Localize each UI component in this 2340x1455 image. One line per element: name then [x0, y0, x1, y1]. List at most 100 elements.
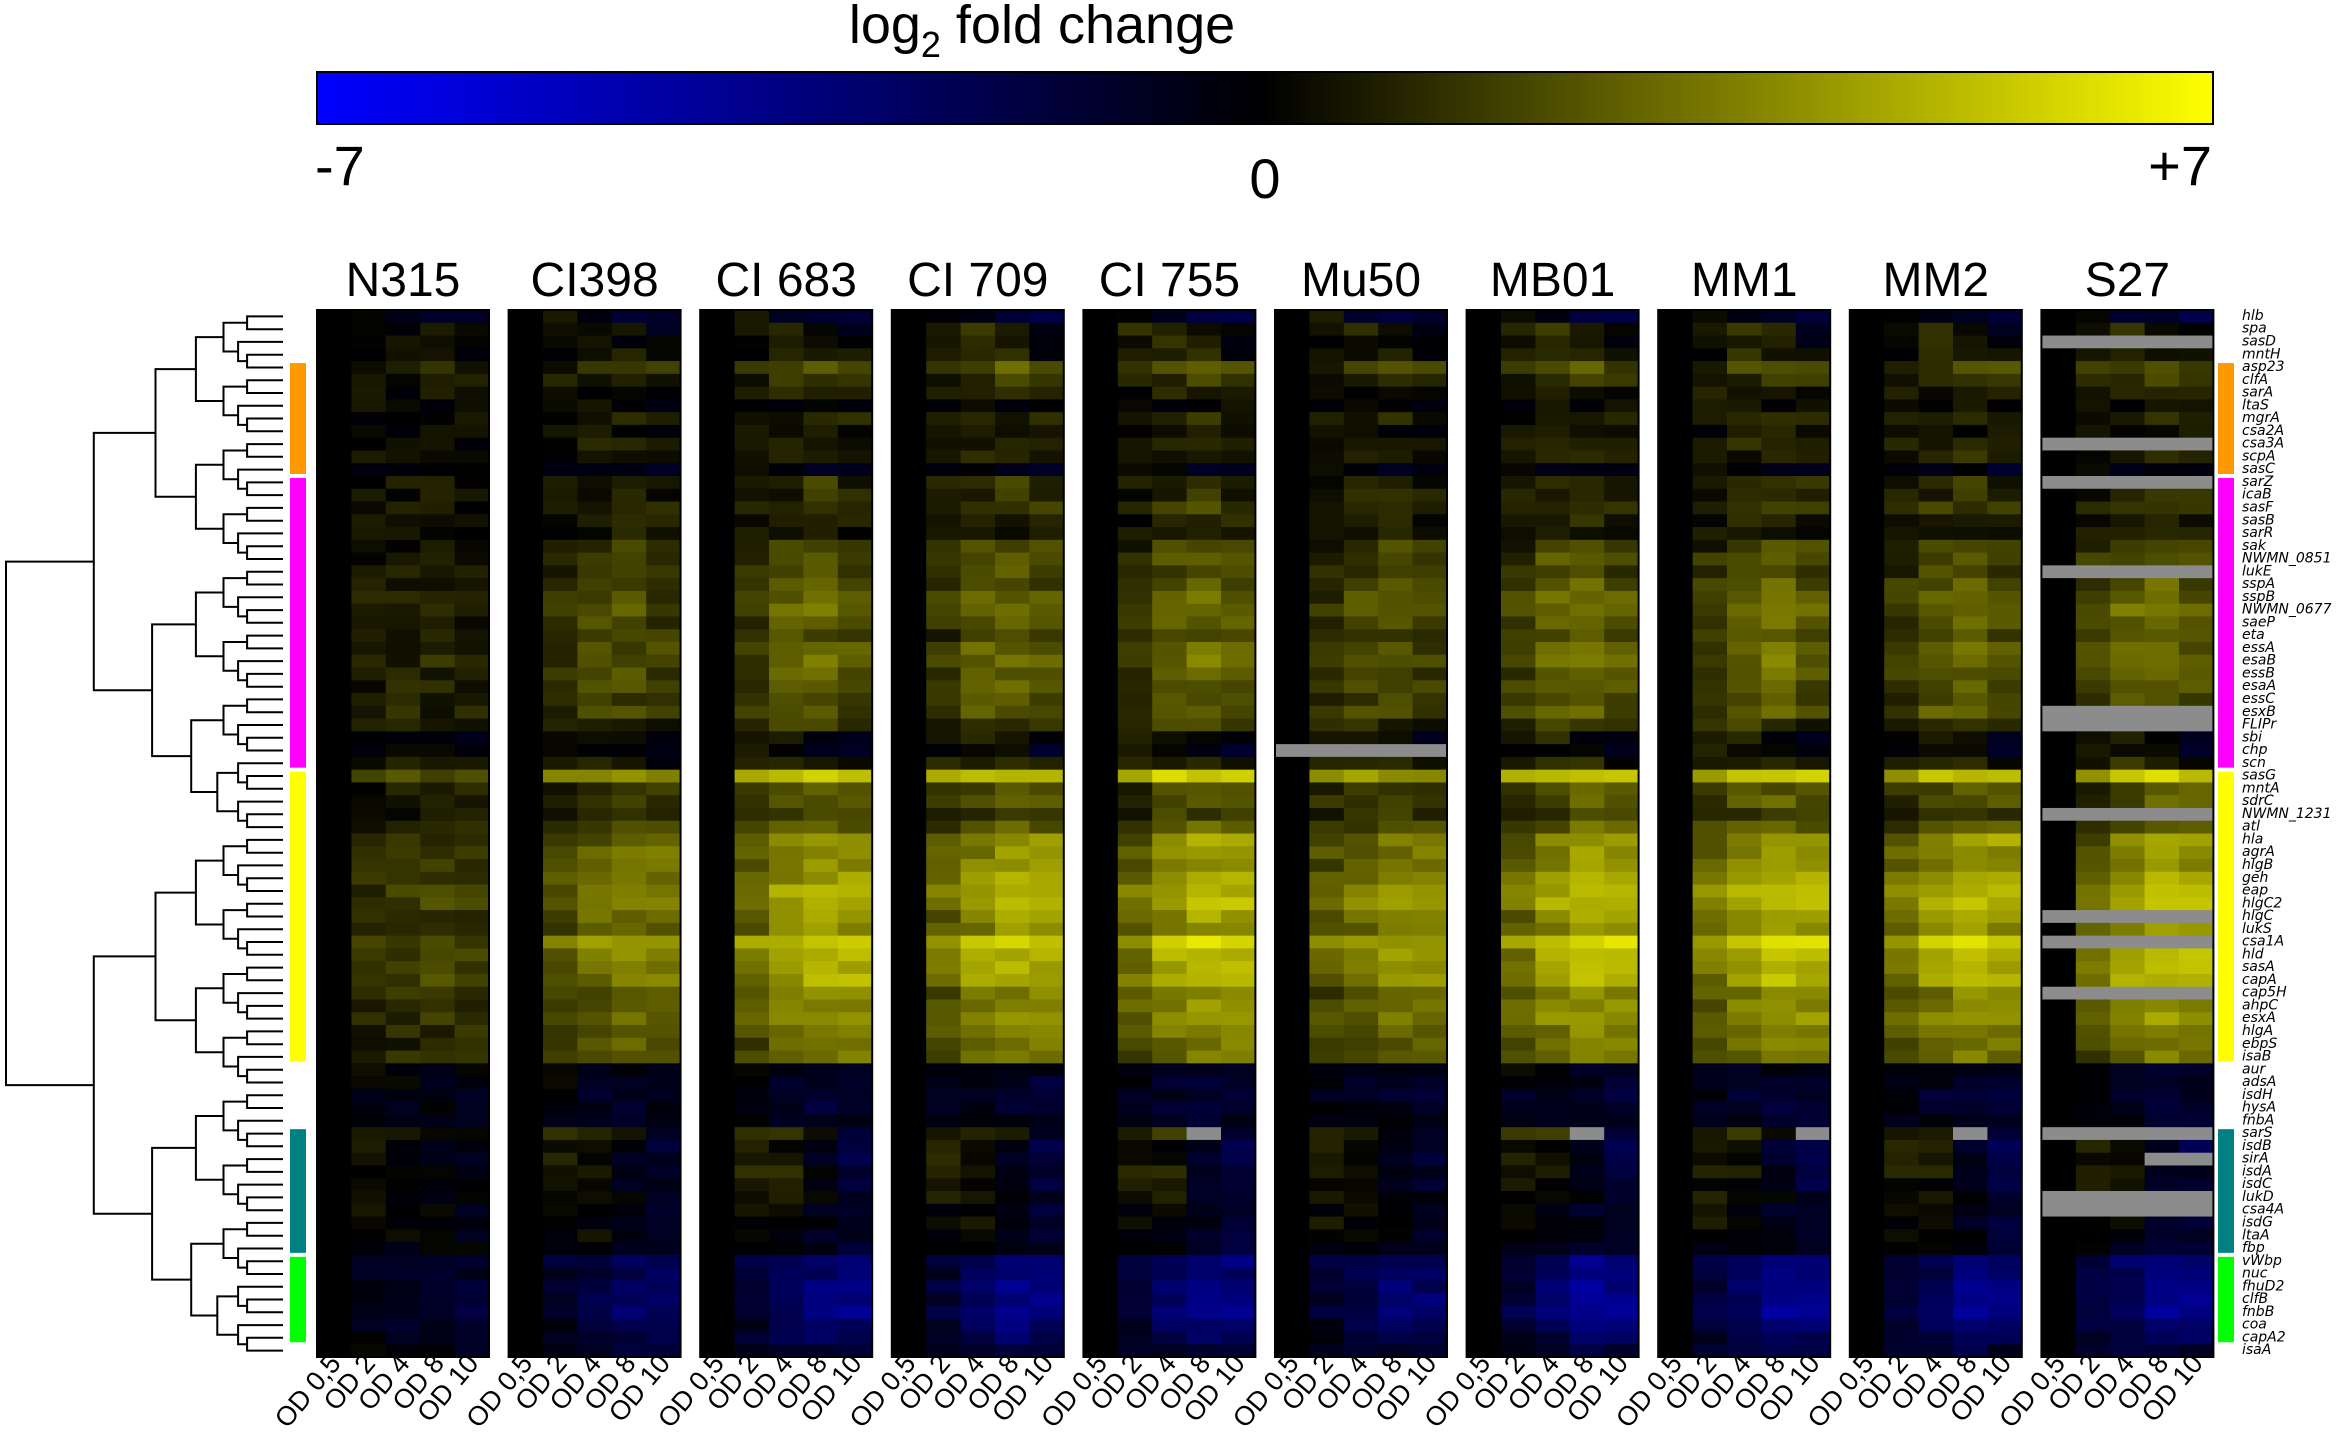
heatmap-cell [1535, 1088, 1571, 1103]
heatmap-cell [1152, 641, 1188, 656]
heatmap-cell [995, 1254, 1030, 1269]
heatmap-cell [1987, 539, 2023, 554]
heatmap-cell [646, 1139, 682, 1154]
heatmap-cell [1692, 731, 1728, 745]
heatmap-cell [577, 514, 613, 528]
heatmap-cell [1535, 1076, 1571, 1090]
heatmap-cell [2075, 1127, 2111, 1141]
heatmap-cell [1535, 603, 1571, 617]
heatmap-cell [1186, 475, 1222, 490]
heatmap-cell [351, 897, 387, 911]
heatmap-cell [891, 871, 927, 886]
dendrogram-branch [190, 719, 224, 793]
heatmap-cell [317, 399, 352, 413]
heatmap-cell [454, 629, 490, 643]
heatmap-cell [454, 450, 490, 464]
gene-label-isdc: isdC [2242, 1176, 2272, 1192]
heatmap-cell [2075, 693, 2111, 707]
heatmap-cell [1658, 1318, 1694, 1332]
heatmap-cell [960, 539, 996, 554]
heatmap-cell [611, 693, 647, 707]
heatmap-cell [1849, 948, 1885, 962]
heatmap-cell [926, 437, 962, 451]
heatmap-cell [1412, 412, 1448, 426]
heatmap-cell [1343, 948, 1379, 962]
heatmap-cell [1795, 552, 1831, 566]
heatmap-cell [317, 897, 352, 911]
heatmap-cell [543, 859, 578, 873]
heatmap-cell [2075, 641, 2111, 656]
heatmap-cell [2179, 1229, 2214, 1243]
heatmap-cell [1029, 1012, 1065, 1026]
heatmap-cell [926, 322, 962, 337]
heatmap-cell [891, 603, 927, 617]
heatmap-cell [1692, 680, 1728, 694]
heatmap-cell [1501, 846, 1536, 860]
heatmap-cell [1795, 731, 1831, 745]
heatmap-cell [700, 705, 736, 720]
heatmap-cell [769, 782, 804, 796]
heatmap-cell [454, 1101, 490, 1115]
heatmap-cell [317, 1127, 352, 1141]
heatmap-cell [420, 1114, 456, 1128]
heatmap-cell [577, 1114, 613, 1128]
heatmap-cell [1953, 1267, 1988, 1281]
heatmap-cell [2179, 744, 2214, 758]
heatmap-cell [995, 1229, 1030, 1243]
heatmap-cell [700, 820, 736, 834]
heatmap-cell [543, 1242, 578, 1256]
heatmap-cell [317, 527, 352, 541]
heatmap-cell [1083, 935, 1119, 949]
heatmap-cell [891, 1139, 927, 1154]
heatmap-cell [2144, 833, 2180, 847]
heatmap-cell [1884, 424, 1920, 439]
heatmap-cell [385, 1305, 421, 1320]
heatmap-cell [1761, 514, 1797, 528]
heatmap-cell [420, 527, 456, 541]
heatmap-cell [1535, 1127, 1571, 1141]
heatmap-cell [1309, 999, 1345, 1013]
dendrogram-branch [92, 431, 156, 692]
heatmap-cell [1029, 578, 1065, 592]
heatmap-cell [1727, 578, 1762, 592]
heatmap-cell [837, 1191, 873, 1205]
heatmap-cell [543, 884, 578, 898]
heatmap-cell [837, 1088, 873, 1103]
heatmap-cell [891, 463, 927, 477]
heatmap-cell [926, 833, 962, 847]
heatmap-cell [1953, 1076, 1988, 1090]
heatmap-cell [1918, 412, 1954, 426]
heatmap-cell [1378, 910, 1414, 924]
heatmap-cell [2110, 922, 2146, 937]
heatmap-cell [1343, 1165, 1379, 1179]
heatmap-cell [577, 1088, 613, 1103]
heatmap-cell [1501, 859, 1536, 873]
heatmap-cell [1152, 1203, 1188, 1218]
heatmap-cell [1535, 961, 1571, 975]
heatmap-cell [1343, 820, 1379, 834]
heatmap-cell [1501, 769, 1536, 783]
heatmap-cell [1412, 680, 1448, 694]
heatmap-cell [2041, 820, 2077, 834]
heatmap-cell [1884, 361, 1920, 375]
heatmap-cell [1987, 705, 2023, 720]
heatmap-cell [1412, 310, 1448, 324]
heatmap-cell [1535, 386, 1571, 400]
heatmap-cell [1658, 1139, 1694, 1154]
heatmap-cell [543, 769, 578, 783]
heatmap-cell [2110, 910, 2146, 924]
heatmap-cell [2110, 386, 2146, 400]
heatmap-cell [1029, 539, 1065, 554]
heatmap-cell [454, 590, 490, 605]
heatmap-cell [1692, 667, 1728, 681]
heatmap-cell [926, 1088, 962, 1103]
heatmap-cell [1343, 386, 1379, 400]
heatmap-cell [1466, 1025, 1502, 1039]
heatmap-cell [1378, 680, 1414, 694]
heatmap-cell [1658, 859, 1694, 873]
heatmap-cell [837, 539, 873, 554]
heatmap-cell [1152, 948, 1188, 962]
heatmap-cell [1186, 322, 1222, 337]
heatmap-cell [803, 999, 839, 1013]
heatmap-cell [2179, 922, 2214, 937]
